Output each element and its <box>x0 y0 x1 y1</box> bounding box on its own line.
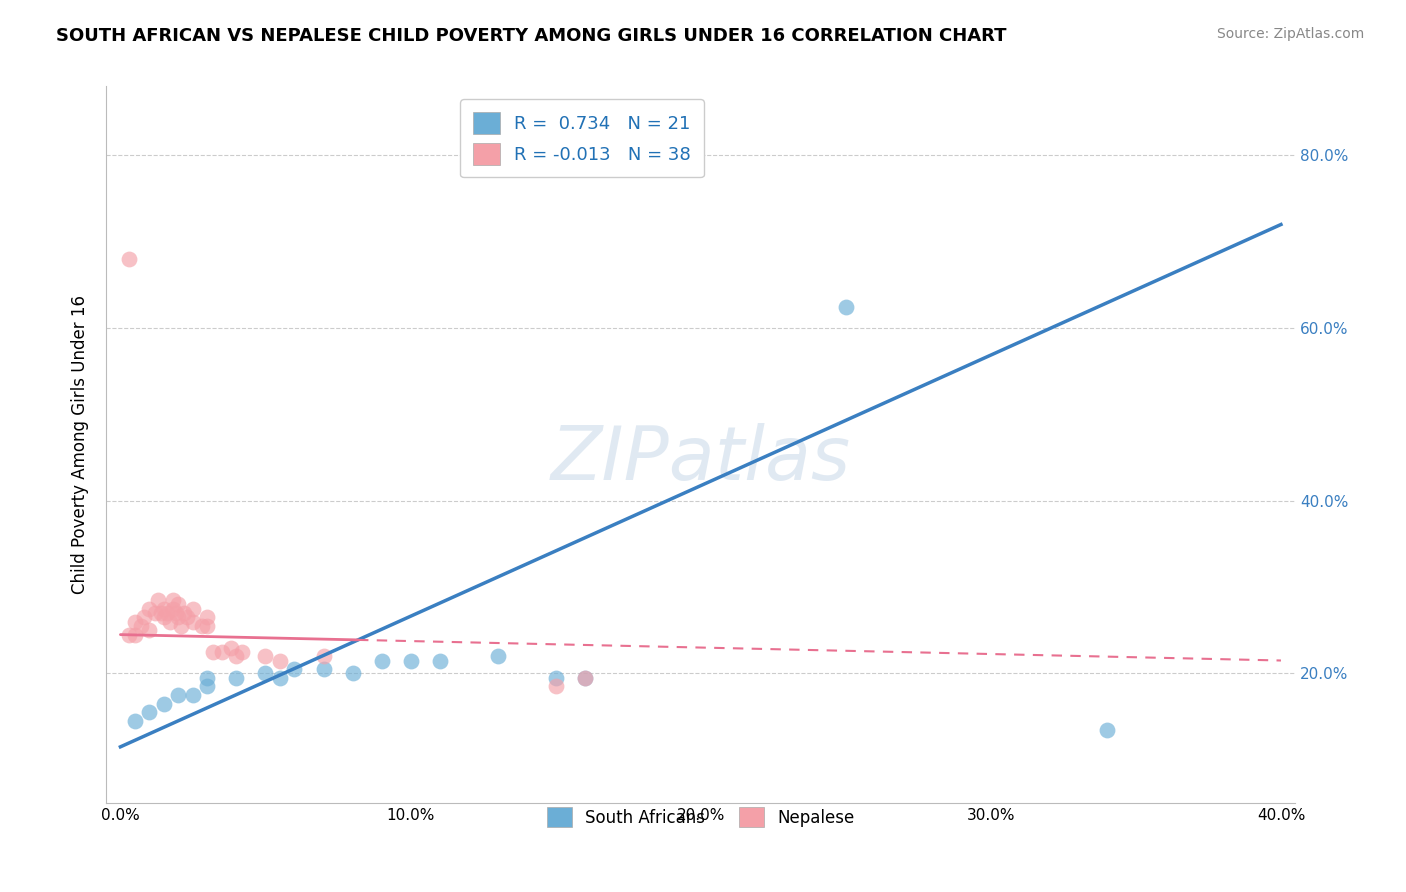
Point <box>124 627 146 641</box>
Point <box>153 601 176 615</box>
Point <box>574 671 596 685</box>
Point <box>312 649 335 664</box>
Point <box>544 671 567 685</box>
Point <box>124 714 146 728</box>
Point <box>254 649 277 664</box>
Point <box>225 649 247 664</box>
Point <box>167 598 190 612</box>
Point <box>118 252 141 266</box>
Point <box>159 615 181 629</box>
Text: Source: ZipAtlas.com: Source: ZipAtlas.com <box>1216 27 1364 41</box>
Point <box>429 653 451 667</box>
Point <box>190 619 212 633</box>
Point <box>269 653 291 667</box>
Point <box>146 593 169 607</box>
Point <box>118 627 141 641</box>
Text: ZIPatlas: ZIPatlas <box>551 423 851 495</box>
Point <box>225 671 247 685</box>
Point <box>150 606 173 620</box>
Point <box>197 619 219 633</box>
Point <box>170 619 193 633</box>
Point <box>197 610 219 624</box>
Point <box>143 606 166 620</box>
Point <box>156 606 179 620</box>
Point <box>1095 723 1118 737</box>
Point <box>211 645 233 659</box>
Legend: South Africans, Nepalese: South Africans, Nepalese <box>540 800 860 834</box>
Point <box>202 645 225 659</box>
Point <box>835 300 858 314</box>
Point <box>153 697 176 711</box>
Point <box>574 671 596 685</box>
Point <box>544 680 567 694</box>
Point <box>176 610 198 624</box>
Text: SOUTH AFRICAN VS NEPALESE CHILD POVERTY AMONG GIRLS UNDER 16 CORRELATION CHART: SOUTH AFRICAN VS NEPALESE CHILD POVERTY … <box>56 27 1007 45</box>
Y-axis label: Child Poverty Among Girls Under 16: Child Poverty Among Girls Under 16 <box>72 295 89 594</box>
Point <box>138 624 160 638</box>
Point <box>132 610 155 624</box>
Point <box>197 680 219 694</box>
Point <box>138 601 160 615</box>
Point <box>124 615 146 629</box>
Point <box>370 653 392 667</box>
Point <box>129 619 152 633</box>
Point <box>153 610 176 624</box>
Point <box>167 688 190 702</box>
Point <box>342 666 364 681</box>
Point <box>231 645 253 659</box>
Point <box>312 662 335 676</box>
Point <box>173 606 195 620</box>
Point <box>197 671 219 685</box>
Point <box>162 601 184 615</box>
Point <box>269 671 291 685</box>
Point <box>283 662 305 676</box>
Point <box>138 706 160 720</box>
Point <box>181 615 204 629</box>
Point <box>219 640 242 655</box>
Point <box>167 610 190 624</box>
Point <box>162 593 184 607</box>
Point <box>254 666 277 681</box>
Point <box>399 653 422 667</box>
Point <box>165 606 187 620</box>
Point <box>486 649 509 664</box>
Point <box>181 688 204 702</box>
Point <box>181 601 204 615</box>
